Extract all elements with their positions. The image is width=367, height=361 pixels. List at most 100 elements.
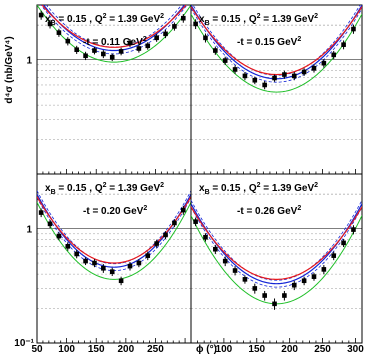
- title-sub-b: B: [205, 189, 210, 196]
- y-tick-label-bottom: 1: [26, 225, 32, 236]
- y-tick-label-tenth: 10⁻¹: [14, 338, 34, 349]
- data-point: [163, 232, 168, 238]
- t-value: -t = 0.26 GeV: [237, 206, 298, 217]
- x-tick-label: 100: [58, 344, 75, 355]
- y-tick-1-top: 1: [26, 56, 32, 67]
- data-point: [311, 65, 317, 71]
- data-point: [351, 26, 356, 32]
- data-point: [38, 12, 44, 18]
- t-sup: 2: [143, 36, 147, 43]
- title-sup2: 2: [160, 182, 164, 189]
- data-point: [56, 30, 62, 35]
- blue-band-upper: [192, 5, 361, 76]
- data-point: [83, 258, 88, 264]
- data-point: [331, 52, 337, 58]
- panel-title: xB = 0.15 , Q2 = 1.39 GeV2: [199, 13, 318, 27]
- title-sup: 2: [103, 13, 107, 20]
- panel-t-label: -t = 0.11 GeV2: [83, 36, 147, 48]
- data-point: [47, 21, 53, 27]
- t-value: -t = 0.20 GeV: [83, 206, 144, 217]
- data-point: [341, 42, 346, 47]
- panel-title: xB = 0.15 , Q2 = 1.39 GeV2: [45, 182, 164, 196]
- title-sub-b: B: [205, 20, 210, 27]
- panel-frame: [190, 4, 363, 175]
- blue-band-lower: [40, 5, 188, 55]
- x-tick-label: 250: [147, 344, 164, 355]
- y-axis-title: d⁴σ (nb/GeV⁴): [4, 36, 15, 103]
- data-point: [222, 258, 228, 264]
- t-sup: 2: [297, 205, 301, 212]
- red-curve: [41, 5, 187, 48]
- title-q: = 0.15 , Q: [56, 14, 103, 25]
- red-curve: [191, 6, 362, 76]
- title-x: x: [45, 14, 51, 25]
- panel-t-label: -t = 0.15 GeV2: [237, 36, 301, 48]
- data-point: [101, 265, 106, 271]
- data-point: [154, 35, 159, 41]
- data-point: [351, 227, 356, 232]
- data-point: [272, 75, 277, 81]
- data-point: [181, 15, 186, 21]
- data-point: [272, 301, 277, 307]
- panel-3: xB = 0.15 , Q2 = 1.39 GeV2-t = 0.20 GeV2: [36, 173, 192, 344]
- data-point: [321, 267, 327, 272]
- x-tick-label: 250: [314, 344, 331, 355]
- title-sub-b: B: [51, 20, 56, 27]
- data-point: [301, 69, 307, 75]
- data-point: [172, 24, 177, 29]
- green-curve: [37, 201, 191, 280]
- data-point: [203, 35, 208, 41]
- data-point: [193, 219, 198, 224]
- data-point: [252, 286, 258, 291]
- data-point: [301, 278, 307, 284]
- data-point: [181, 207, 186, 213]
- title-sup: 2: [103, 182, 107, 189]
- panel-t-label: -t = 0.20 GeV2: [83, 205, 147, 217]
- t-value: -t = 0.15 GeV: [237, 37, 298, 48]
- data-point: [136, 260, 142, 266]
- y-tick-1-bottom: 1: [26, 225, 32, 236]
- green-curve: [191, 13, 362, 93]
- data-point: [101, 51, 106, 57]
- title-sub-b: B: [51, 189, 56, 196]
- data-point: [136, 46, 142, 51]
- title-gev: = 1.39 GeV: [107, 183, 161, 194]
- title-sup: 2: [257, 13, 261, 20]
- x-tick-label: 150: [88, 344, 105, 355]
- data-point: [341, 240, 346, 246]
- data-point: [74, 47, 79, 53]
- title-x: x: [199, 14, 205, 25]
- x-tick-label: 50: [31, 344, 43, 355]
- data-point: [232, 67, 238, 72]
- title-sup: 2: [257, 182, 261, 189]
- data-point: [38, 210, 44, 215]
- x-tick-label: 300: [347, 344, 364, 355]
- data-point: [311, 274, 317, 279]
- data-point: [109, 54, 115, 60]
- panel-title: xB = 0.15 , Q2 = 1.39 GeV2: [45, 13, 164, 27]
- data-point: [242, 277, 248, 282]
- data-point: [163, 31, 168, 37]
- red-curve: [191, 206, 362, 280]
- data-point: [203, 234, 208, 240]
- data-point: [65, 38, 71, 44]
- x-axis-title: ϕ (°): [196, 344, 217, 355]
- panel-2: xB = 0.15 , Q2 = 1.39 GeV2-t = 0.15 GeV2: [190, 4, 363, 175]
- data-point: [213, 246, 218, 252]
- panel-title: xB = 0.15 , Q2 = 1.39 GeV2: [199, 182, 318, 196]
- data-point: [109, 269, 115, 274]
- blue-band-upper: [37, 190, 191, 265]
- t-sup: 2: [143, 205, 147, 212]
- title-gev: = 1.39 GeV: [261, 14, 315, 25]
- data-point: [83, 53, 88, 59]
- t-value: -t = 0.11 GeV: [83, 37, 143, 48]
- title-sup2: 2: [314, 182, 318, 189]
- blue-curve: [191, 203, 362, 285]
- panel-frame: [36, 173, 192, 344]
- x-tick-label: 100: [216, 344, 233, 355]
- data-point: [65, 244, 71, 249]
- panel-t-label: -t = 0.26 GeV2: [237, 205, 301, 217]
- y-tick-0.1: 10⁻¹: [14, 338, 34, 349]
- data-point: [291, 282, 297, 288]
- data-point: [118, 278, 124, 284]
